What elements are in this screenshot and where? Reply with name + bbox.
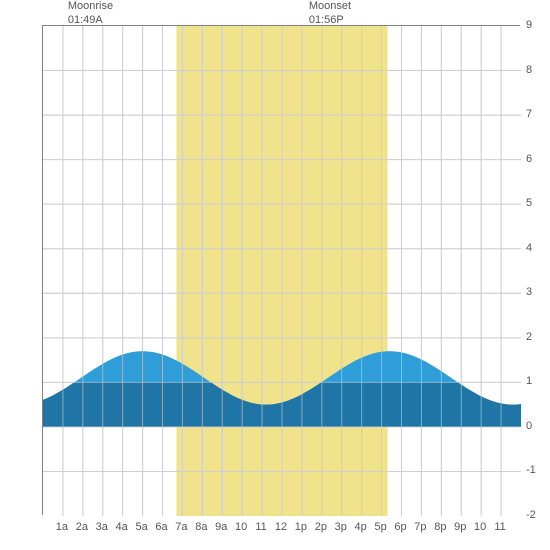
x-tick-label: 10 <box>235 521 247 533</box>
y-tick-label: 3 <box>526 286 532 298</box>
x-tick-label: 5p <box>374 521 386 533</box>
moonset-label: Moonset 01:56P <box>309 0 351 28</box>
moonrise-title: Moonrise <box>68 0 113 14</box>
y-tick-label: 2 <box>526 331 532 343</box>
x-tick-label: 2p <box>315 521 327 533</box>
x-tick-label: 7a <box>175 521 187 533</box>
moonset-title: Moonset <box>309 0 351 14</box>
x-tick-label: 3p <box>335 521 347 533</box>
y-tick-label: 7 <box>526 108 532 120</box>
y-tick-label: -2 <box>526 509 536 521</box>
x-tick-label: 7p <box>414 521 426 533</box>
x-tick-label: 4p <box>355 521 367 533</box>
y-tick-label: 5 <box>526 197 532 209</box>
y-tick-label: -1 <box>526 464 536 476</box>
x-tick-label: 10 <box>474 521 486 533</box>
x-tick-label: 12 <box>275 521 287 533</box>
x-tick-label: 6p <box>394 521 406 533</box>
y-tick-label: 8 <box>526 64 532 76</box>
x-tick-label: 11 <box>255 521 266 533</box>
y-tick-label: 1 <box>526 375 532 387</box>
x-tick-label: 3a <box>96 521 108 533</box>
x-tick-label: 2a <box>76 521 88 533</box>
x-tick-label: 1a <box>56 521 68 533</box>
x-tick-label: 8p <box>434 521 446 533</box>
x-tick-label: 6a <box>155 521 167 533</box>
y-tick-label: 9 <box>526 19 532 31</box>
x-tick-label: 4a <box>116 521 128 533</box>
x-tick-label: 11 <box>494 521 505 533</box>
plot-svg <box>43 26 521 516</box>
x-tick-label: 9a <box>215 521 227 533</box>
x-tick-label: 8a <box>195 521 207 533</box>
plot-area <box>42 25 520 515</box>
y-tick-label: 4 <box>526 242 532 254</box>
moonrise-label: Moonrise 01:49A <box>68 0 113 28</box>
y-tick-label: 6 <box>526 153 532 165</box>
tide-chart: Moonrise 01:49A Moonset 01:56P -2-101234… <box>0 0 550 550</box>
x-tick-label: 9p <box>454 521 466 533</box>
x-tick-label: 1p <box>295 521 307 533</box>
x-tick-label: 5a <box>135 521 147 533</box>
y-tick-label: 0 <box>526 420 532 432</box>
